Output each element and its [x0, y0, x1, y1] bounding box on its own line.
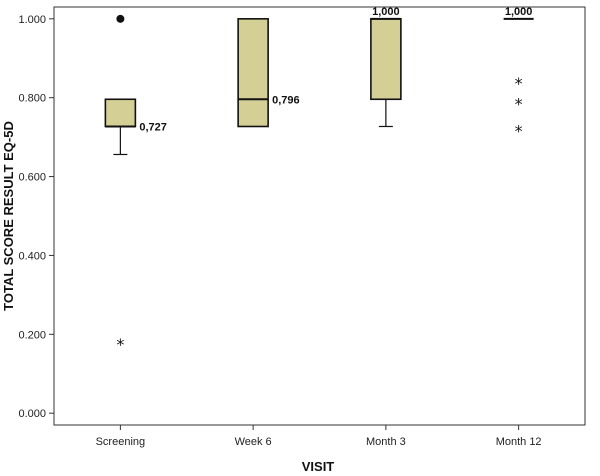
y-axis: 0.000 0.200 0.400 0.600 0.800 1.000 — [18, 14, 54, 420]
y-tick-label: 0.600 — [18, 172, 46, 184]
y-tick-label: 0.400 — [18, 250, 46, 262]
y-tick-label: 0.800 — [18, 93, 46, 105]
extreme-point: * — [515, 74, 523, 93]
median-label: 1,000 — [372, 6, 400, 18]
extreme-point: * — [515, 121, 523, 140]
median-label: 0,796 — [272, 94, 300, 106]
box-group: 1,000 — [370, 6, 402, 128]
y-tick-label: 0.200 — [18, 329, 46, 341]
extreme-point: * — [116, 335, 124, 354]
y-axis-title: TOTAL SCORE RESULT EQ-5D — [1, 121, 16, 311]
x-tick-label: Month 3 — [366, 436, 406, 448]
outlier-point — [116, 14, 125, 23]
x-tick-label: Week 6 — [235, 436, 272, 448]
median-label: 0,727 — [139, 121, 167, 133]
box-group: 0,796 — [237, 18, 300, 128]
box — [104, 98, 137, 128]
x-tick-label: Month 12 — [496, 436, 542, 448]
box-group: 1,000*** — [503, 6, 534, 140]
plot-frame — [53, 6, 586, 426]
box-group: 0,727 * — [104, 14, 167, 354]
y-tick-label: 0.000 — [18, 408, 46, 420]
median-label: 1,000 — [505, 6, 533, 18]
box — [370, 18, 402, 101]
x-tick-label: Screening — [96, 436, 146, 448]
y-tick-label: 1.000 — [18, 14, 46, 26]
x-axis-title: VISIT — [302, 459, 335, 474]
extreme-point: * — [515, 94, 523, 113]
x-axis: Screening Week 6 Month 3 Month 12 — [96, 425, 542, 448]
box — [237, 18, 269, 128]
